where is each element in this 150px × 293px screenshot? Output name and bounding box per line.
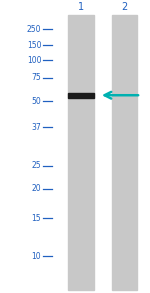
Bar	[68, 93, 94, 98]
Text: 25: 25	[32, 161, 41, 170]
Text: 2: 2	[121, 2, 128, 12]
Text: 100: 100	[27, 56, 41, 64]
Bar	[112, 15, 137, 290]
Text: 1: 1	[78, 2, 84, 12]
Text: 10: 10	[32, 252, 41, 261]
Text: 250: 250	[27, 25, 41, 34]
Text: 150: 150	[27, 41, 41, 50]
Text: 15: 15	[32, 214, 41, 223]
Text: 75: 75	[32, 73, 41, 82]
Bar	[68, 15, 94, 290]
Text: 50: 50	[32, 97, 41, 105]
Text: 20: 20	[32, 185, 41, 193]
Text: 37: 37	[32, 123, 41, 132]
